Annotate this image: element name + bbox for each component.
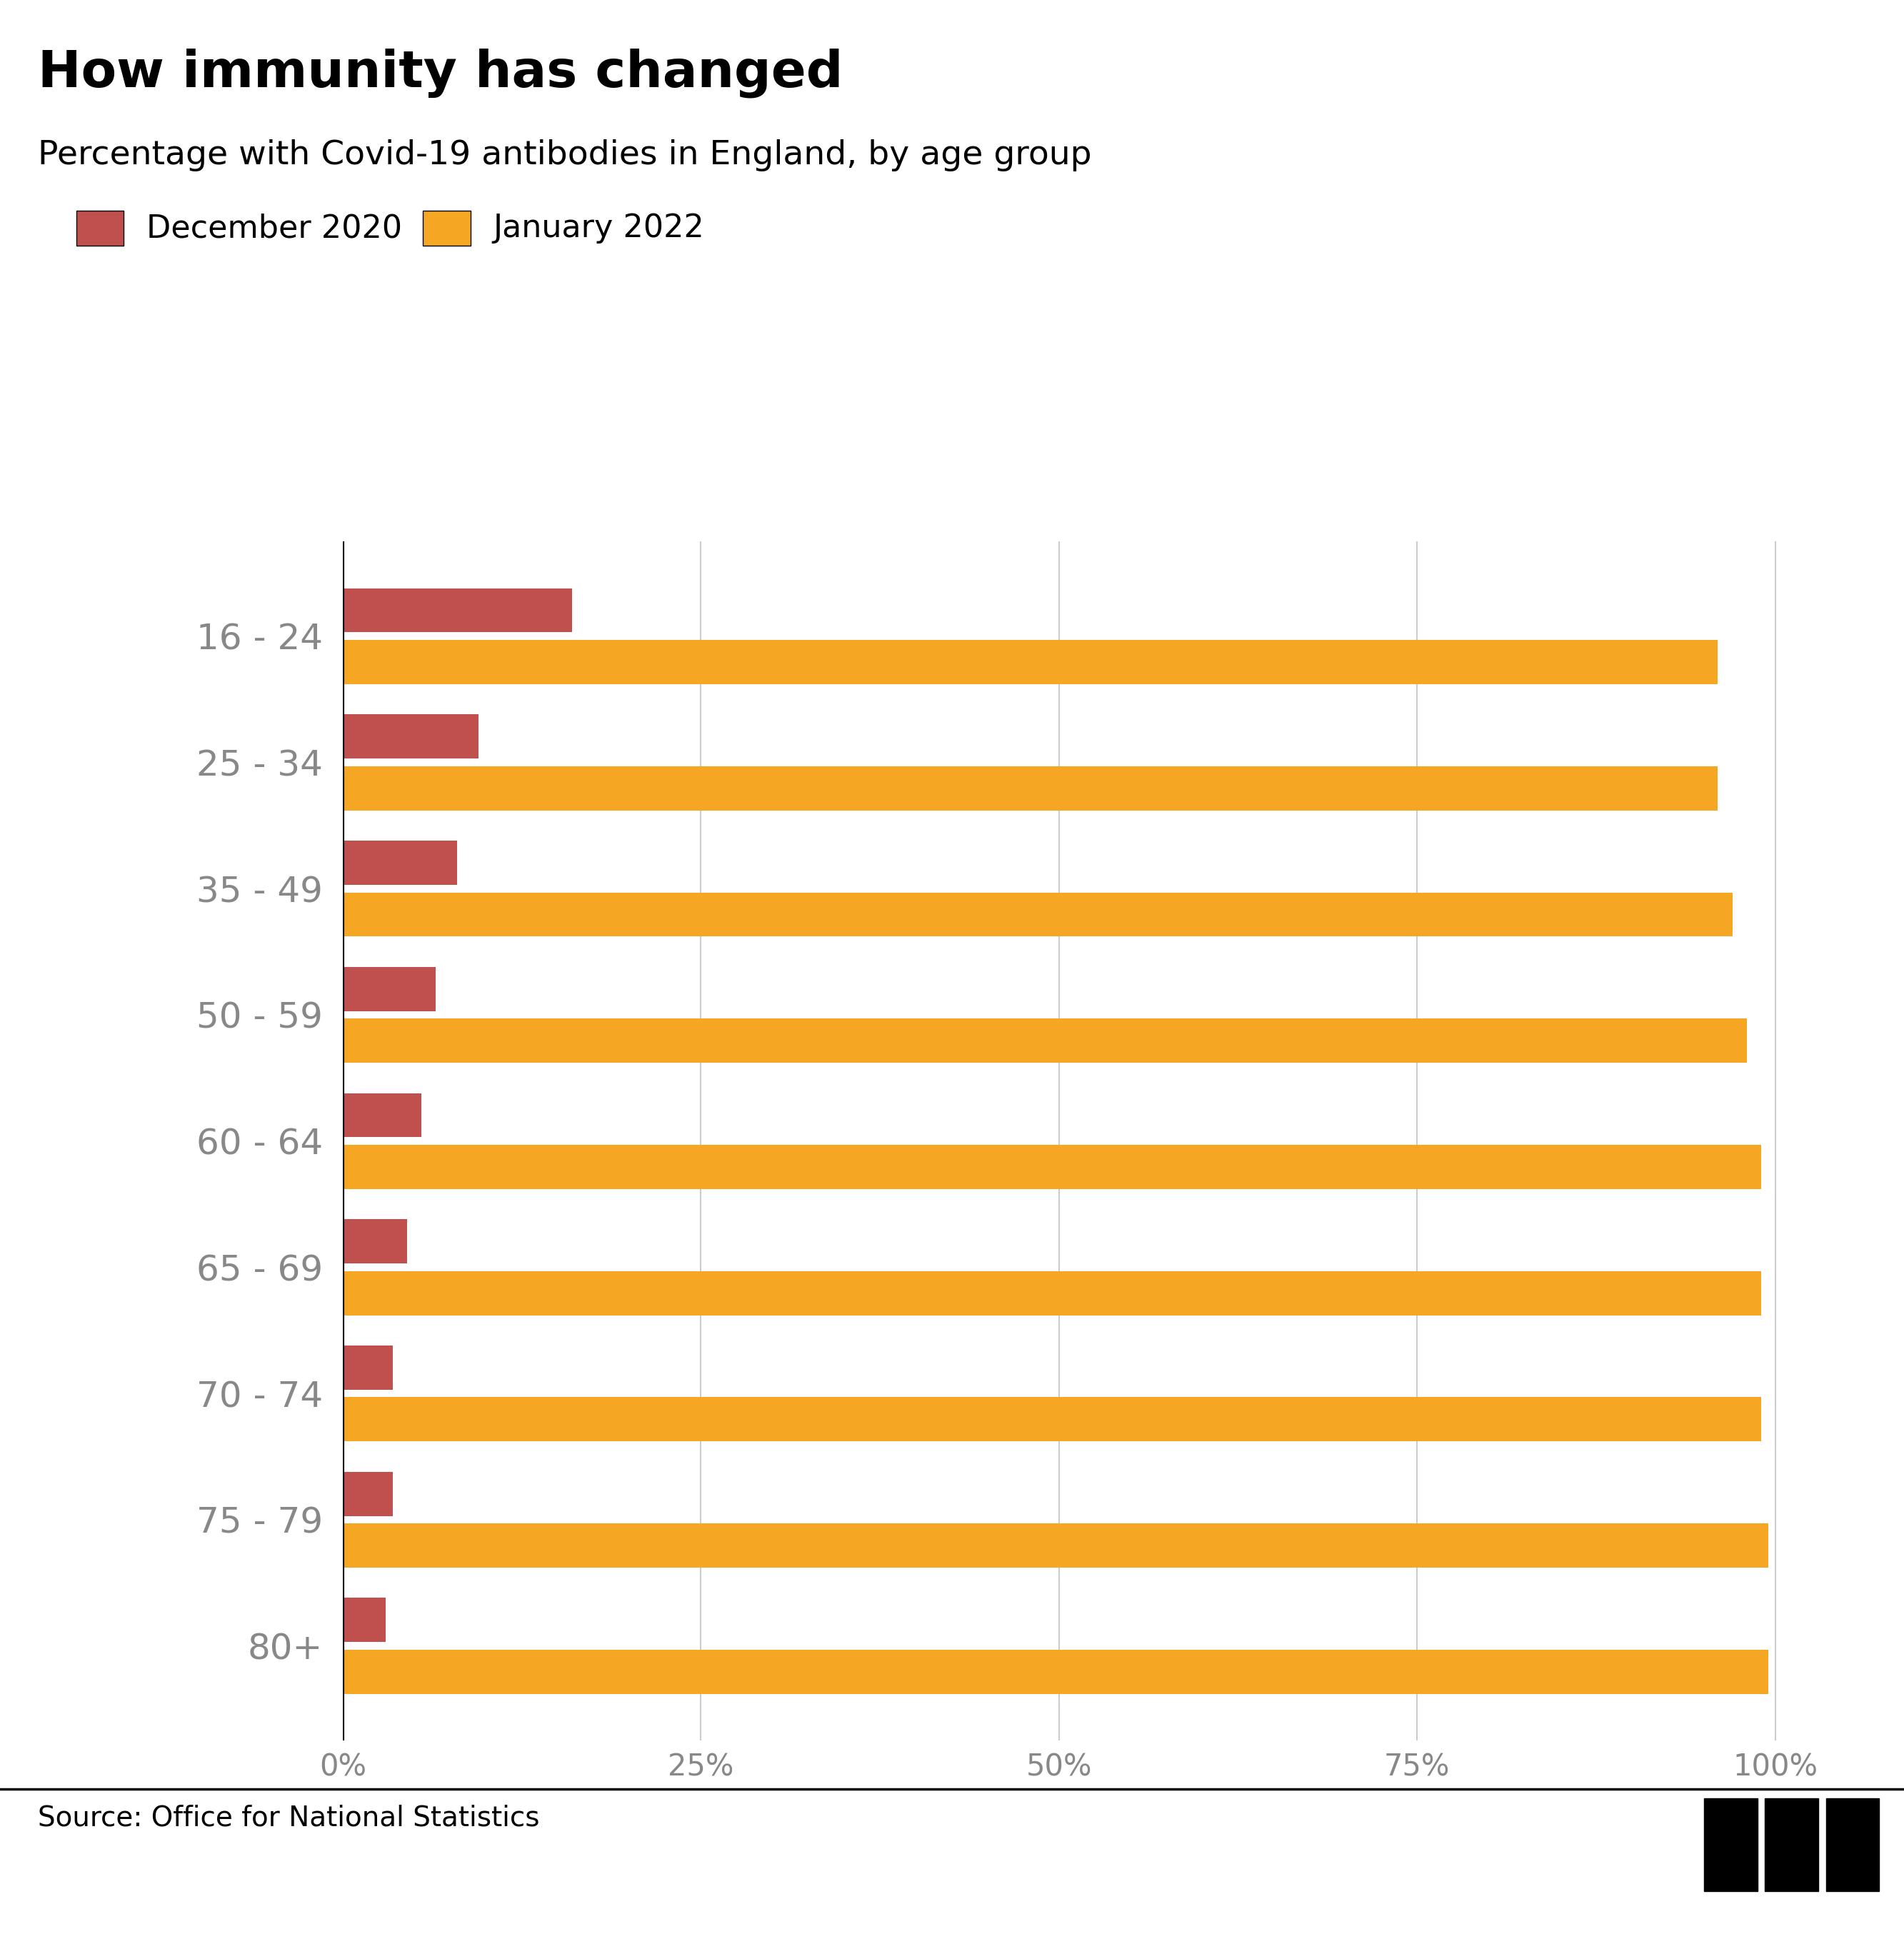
Text: B: B xyxy=(1780,1831,1803,1859)
Text: December 2020: December 2020 xyxy=(147,213,402,244)
Bar xyxy=(343,841,457,886)
Bar xyxy=(343,967,436,1011)
Bar xyxy=(343,1524,1769,1568)
Bar xyxy=(343,892,1733,936)
Text: C: C xyxy=(1841,1831,1864,1859)
Bar xyxy=(343,1472,392,1516)
Bar xyxy=(343,1396,1761,1441)
Bar xyxy=(343,714,478,758)
Bar xyxy=(343,766,1717,810)
Bar xyxy=(343,1650,1769,1694)
Text: How immunity has changed: How immunity has changed xyxy=(38,48,843,99)
Bar xyxy=(343,588,571,632)
Bar xyxy=(343,1019,1746,1064)
Bar xyxy=(343,1145,1761,1189)
Bar xyxy=(343,1346,392,1391)
Text: B: B xyxy=(1719,1831,1742,1859)
Bar xyxy=(343,1597,387,1642)
Bar xyxy=(343,640,1717,685)
Bar xyxy=(343,1218,407,1263)
Text: January 2022: January 2022 xyxy=(493,213,704,244)
Bar xyxy=(343,1271,1761,1315)
Bar xyxy=(343,1093,421,1137)
Text: Source: Office for National Statistics: Source: Office for National Statistics xyxy=(38,1804,541,1831)
Text: Percentage with Covid-19 antibodies in England, by age group: Percentage with Covid-19 antibodies in E… xyxy=(38,139,1091,172)
